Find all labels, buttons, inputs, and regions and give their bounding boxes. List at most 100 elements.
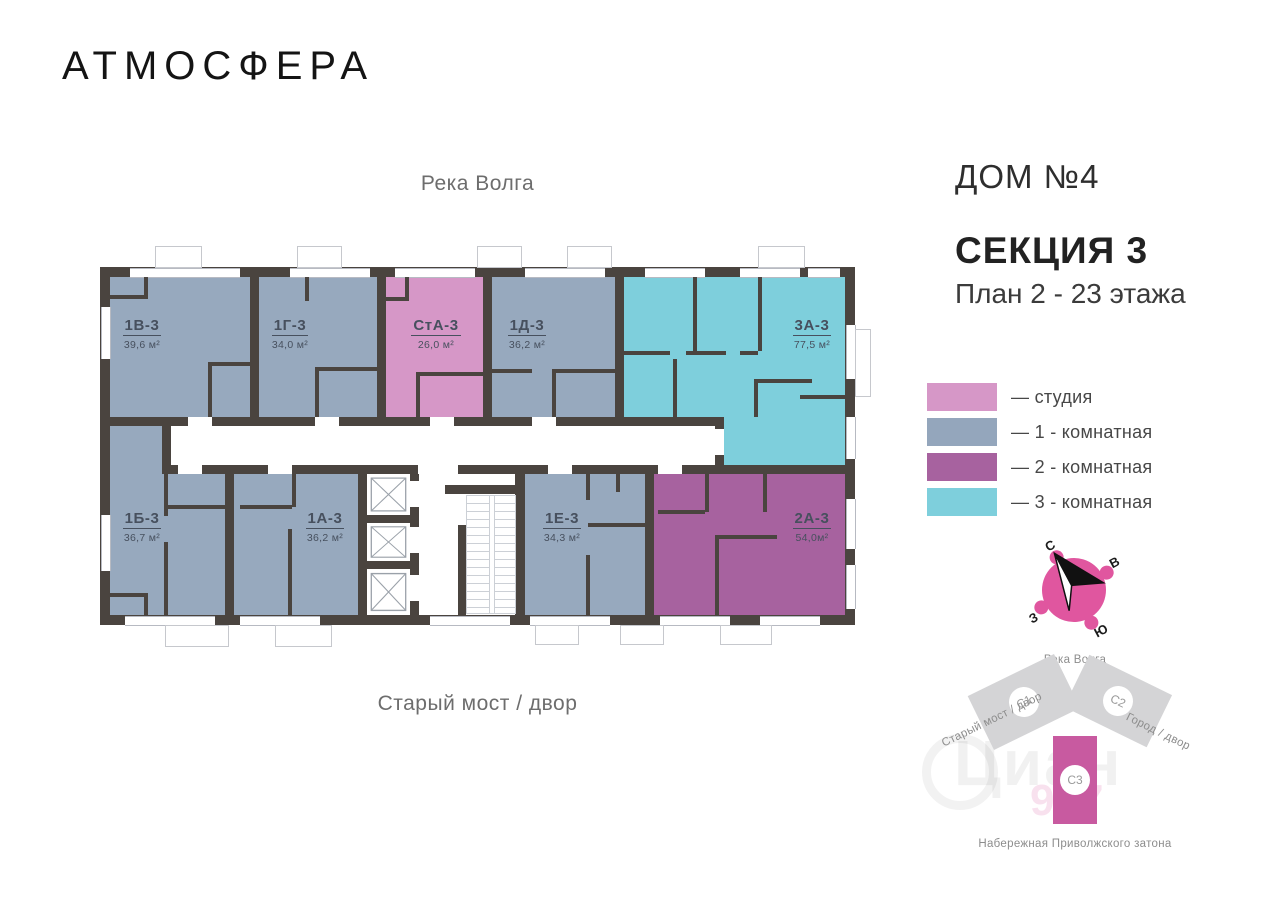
door-opening <box>410 481 419 507</box>
door-opening <box>410 527 419 553</box>
door-opening <box>188 417 212 426</box>
balcony <box>297 246 342 268</box>
partition-wall <box>416 376 420 417</box>
partition-wall <box>288 529 292 615</box>
balcony <box>477 246 522 268</box>
house-title: ДОМ №4 <box>955 158 1100 195</box>
compass-rose: С В З Ю <box>1022 537 1126 642</box>
partition-wall <box>715 535 719 615</box>
apartment-3a-3-lower[interactable] <box>724 417 845 465</box>
legend-row-studio: — студия <box>927 383 1152 411</box>
partition-wall <box>754 383 758 417</box>
door-opening <box>410 575 419 601</box>
apartment-1a-3[interactable] <box>234 474 358 615</box>
staircase-landing <box>488 496 496 613</box>
apartment-id: 1Б-3 <box>122 510 162 529</box>
wall <box>110 417 724 426</box>
window <box>846 499 856 549</box>
apartment-id: 1Д-3 <box>507 317 547 336</box>
compass-rotated: С В З Ю <box>1004 520 1145 661</box>
staircase <box>466 495 516 614</box>
partition-wall <box>164 474 168 516</box>
legend-swatch-2room <box>927 453 997 481</box>
partition-wall <box>110 593 144 597</box>
partition-wall <box>673 359 677 417</box>
legend: — студия — 1 - комнатная — 2 - комнатная… <box>927 383 1152 523</box>
wall <box>162 465 845 474</box>
partition-wall <box>705 474 709 512</box>
partition-wall <box>144 593 148 615</box>
apartment-area: 36,2 м² <box>306 532 344 544</box>
apartment-label: 1Е-3 34,3 м² <box>516 510 608 544</box>
sitemap-river-label: Река Волга <box>1043 654 1107 666</box>
apartment-1b-3-hall[interactable] <box>110 417 162 475</box>
apartment-1e-3[interactable] <box>525 474 645 615</box>
window <box>740 268 800 278</box>
apartment-area: 36,2 м² <box>508 339 546 351</box>
window <box>645 268 705 278</box>
apartment-id: 1Г-3 <box>271 317 309 336</box>
balcony <box>275 625 332 647</box>
partition-wall <box>686 351 726 355</box>
legend-swatch-3room <box>927 488 997 516</box>
wall <box>225 474 234 615</box>
door-opening <box>548 465 572 474</box>
balcony <box>855 329 871 397</box>
partition-wall <box>166 505 225 509</box>
apartment-area: 36,7 м² <box>123 532 161 544</box>
partition-wall <box>658 510 705 514</box>
door-opening <box>178 465 202 474</box>
partition-wall <box>719 535 777 539</box>
door-opening <box>418 465 458 474</box>
wall <box>367 561 410 569</box>
brand-logo: АТМОСФЕРА <box>62 44 375 88</box>
wall <box>162 417 171 474</box>
partition-wall <box>754 379 812 383</box>
legend-label: — 2 - комнатная <box>1011 456 1153 477</box>
site-map: Циан 977 Река Волга С1 С2 С3 Старый мост… <box>920 648 1230 858</box>
window <box>395 268 475 278</box>
street-label: Старый мост / двор <box>377 692 578 715</box>
floor-range: План 2 - 23 этажа <box>955 278 1186 309</box>
balcony <box>155 246 202 268</box>
apartment-1v-3[interactable] <box>110 277 250 426</box>
apartment-area: 54,0м² <box>795 532 829 544</box>
legend-label: — 3 - комнатная <box>1011 491 1153 512</box>
wall <box>358 465 367 615</box>
partition-wall <box>588 523 648 527</box>
sitemap-block-c3-label: С3 <box>1060 765 1090 795</box>
door-opening <box>315 417 339 426</box>
apartment-sta-3[interactable] <box>386 277 483 426</box>
partition-wall <box>586 555 590 615</box>
apartment-area: 34,3 м² <box>543 532 581 544</box>
floor-plan: 1В-3 39,6 м² 1Г-3 34,0 м² СтА-3 26,0 м² … <box>100 246 871 647</box>
apartment-2a-3[interactable] <box>654 474 845 615</box>
partition-wall <box>315 371 319 417</box>
river-label: Река Волга <box>420 172 535 195</box>
wall <box>458 525 466 615</box>
door-opening <box>715 429 724 455</box>
partition-wall <box>552 369 615 373</box>
compass-needle <box>1052 551 1106 611</box>
balcony <box>535 625 579 645</box>
window <box>846 565 856 609</box>
partition-wall <box>164 542 168 615</box>
legend-label: — студия <box>1011 386 1093 407</box>
apartment-id: СтА-3 <box>411 317 461 336</box>
legend-row-2room: — 2 - комнатная <box>927 453 1152 481</box>
partition-wall <box>616 474 620 492</box>
sitemap-block-c3: С3 <box>1053 736 1097 824</box>
wall <box>367 515 410 523</box>
elevator <box>367 569 410 615</box>
partition-wall <box>110 295 148 299</box>
partition-wall <box>240 505 292 509</box>
wall <box>515 465 525 615</box>
elevator <box>367 523 410 561</box>
partition-wall <box>292 474 296 507</box>
partition-wall <box>315 367 377 371</box>
window <box>101 515 111 571</box>
balcony <box>720 625 772 645</box>
section-title: СЕКЦИЯ 3 <box>955 230 1149 271</box>
partition-wall <box>208 362 252 366</box>
apartment-area: 26,0 м² <box>417 339 455 351</box>
